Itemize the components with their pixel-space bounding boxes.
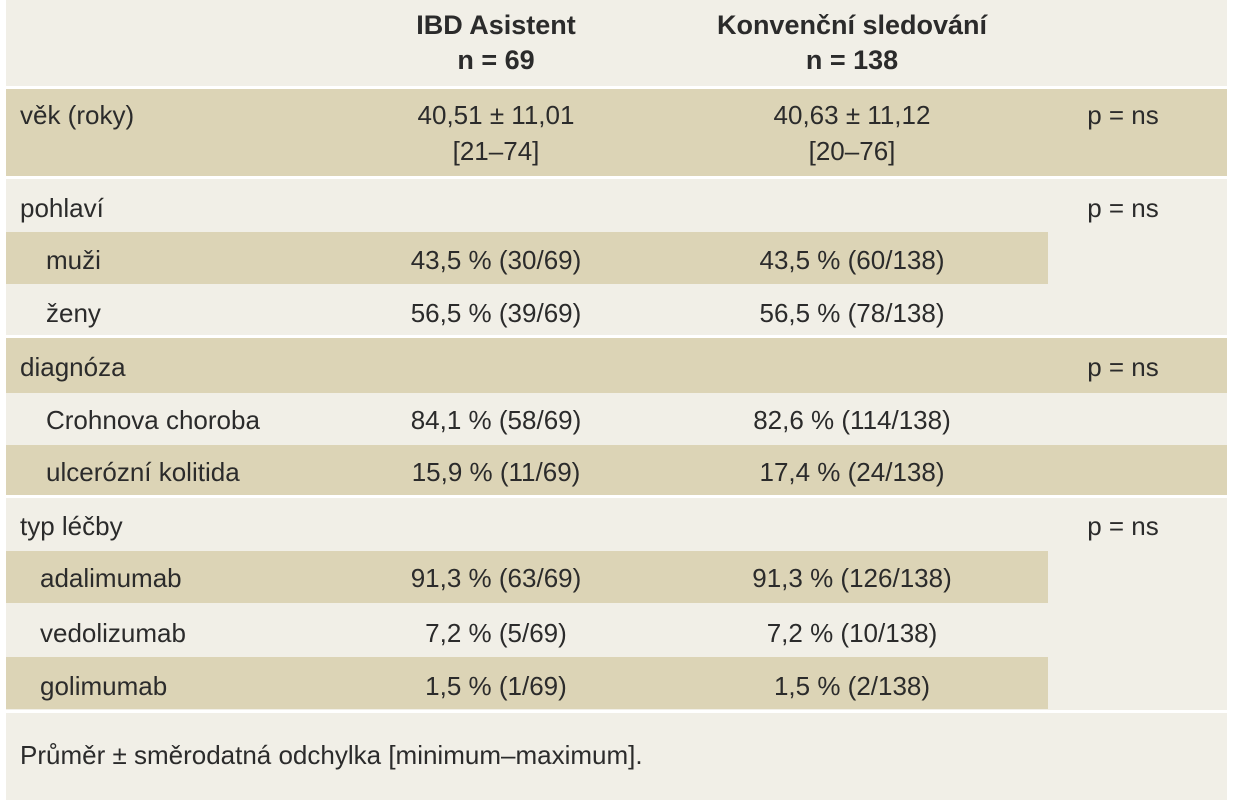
- ibd-age-mean: 40,51 ± 11,01: [417, 100, 575, 130]
- row-women: ženy 56,5 % (39/69) 56,5 % (78/138): [6, 285, 1227, 335]
- conv-age-range: [20–76]: [808, 136, 896, 166]
- conv-women: 56,5 % (78/138): [759, 298, 945, 328]
- label-sex: pohlaví: [20, 193, 104, 223]
- col-ibd-n: n = 69: [457, 45, 535, 75]
- row-golimumab: golimumab 1,5 % (1/69) 1,5 % (2/138): [6, 657, 1048, 709]
- footnote-row: Průměr ± směrodatná odchylka [minimum–ma…: [6, 713, 1227, 800]
- data-table: IBD Asistent n = 69 Konvenční sledování …: [6, 0, 1227, 800]
- p-age: p = ns: [1087, 100, 1159, 130]
- table-header: IBD Asistent n = 69 Konvenční sledování …: [6, 0, 1227, 86]
- row-vedolizumab: vedolizumab 7,2 % (5/69) 7,2 % (10/138): [6, 604, 1227, 656]
- p-sex: p = ns: [1087, 193, 1159, 223]
- conv-men: 43,5 % (60/138): [759, 245, 945, 275]
- label-uc: ulcerózní kolitida: [46, 457, 240, 487]
- ibd-adalimumab: 91,3 % (63/69): [410, 563, 582, 593]
- col-conv-title: Konvenční sledování: [716, 10, 988, 40]
- row-treatment: typ léčby p = ns: [6, 498, 1227, 550]
- label-vedolizumab: vedolizumab: [40, 618, 186, 648]
- label-women: ženy: [46, 298, 101, 328]
- conv-adalimumab: 91,3 % (126/138): [752, 563, 952, 593]
- conv-uc: 17,4 % (24/138): [759, 457, 945, 487]
- row-sex: pohlaví p = ns: [6, 179, 1227, 230]
- ibd-crohn: 84,1 % (58/69): [410, 405, 582, 435]
- col-conv-n: n = 138: [805, 45, 899, 75]
- ibd-uc: 15,9 % (11/69): [411, 457, 581, 487]
- ibd-golimumab: 1,5 % (1/69): [425, 671, 567, 701]
- row-age: věk (roky) 40,51 ± 11,01 [21–74] 40,63 ±…: [6, 89, 1227, 176]
- footnote: Průměr ± směrodatná odchylka [minimum–ma…: [20, 740, 643, 770]
- row-adalimumab: adalimumab 91,3 % (63/69) 91,3 % (126/13…: [6, 551, 1048, 603]
- p-diagnosis: p = ns: [1087, 352, 1159, 382]
- row-uc: ulcerózní kolitida 15,9 % (11/69) 17,4 %…: [6, 445, 1227, 495]
- col-ibd-title: IBD Asistent: [416, 10, 576, 40]
- ibd-women: 56,5 % (39/69): [410, 298, 582, 328]
- label-diagnosis: diagnóza: [20, 352, 126, 382]
- label-adalimumab: adalimumab: [40, 563, 182, 593]
- label-men: muži: [46, 245, 101, 275]
- ibd-age-range: [21–74]: [452, 136, 540, 166]
- conv-crohn: 82,6 % (114/138): [753, 405, 951, 435]
- ibd-men: 43,5 % (30/69): [410, 245, 582, 275]
- conv-vedolizumab: 7,2 % (10/138): [766, 618, 938, 648]
- label-crohn: Crohnova choroba: [46, 405, 260, 435]
- conv-golimumab: 1,5 % (2/138): [773, 671, 931, 701]
- p-treatment: p = ns: [1087, 511, 1159, 541]
- conv-age-mean: 40,63 ± 11,12: [773, 100, 931, 130]
- row-men: muži 43,5 % (30/69) 43,5 % (60/138): [6, 232, 1048, 284]
- label-treatment: typ léčby: [20, 511, 123, 541]
- row-diagnosis: diagnóza p = ns: [6, 338, 1227, 393]
- ibd-vedolizumab: 7,2 % (5/69): [425, 618, 567, 648]
- label-age: věk (roky): [20, 100, 135, 130]
- row-crohn: Crohnova choroba 84,1 % (58/69) 82,6 % (…: [6, 393, 1048, 445]
- label-golimumab: golimumab: [40, 671, 168, 701]
